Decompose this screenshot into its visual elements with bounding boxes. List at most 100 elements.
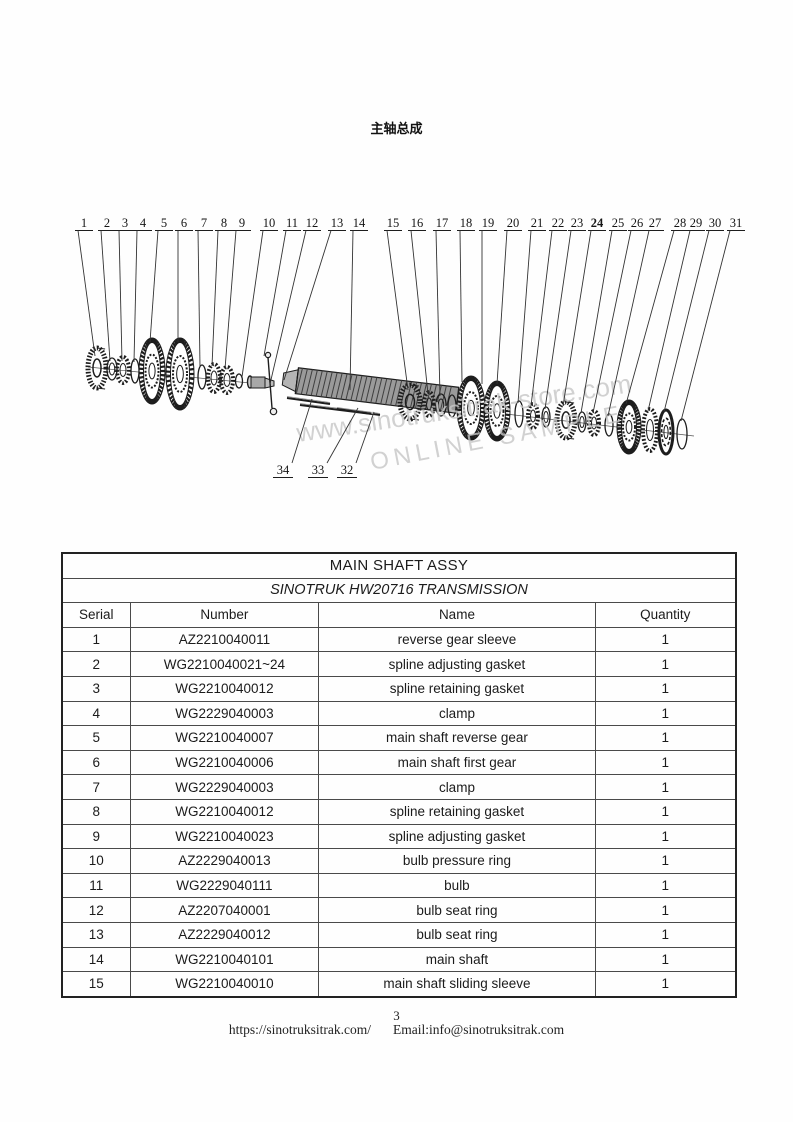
parts-table-body: MAIN SHAFT ASSY SINOTRUK HW20716 TRANSMIS… <box>61 552 737 998</box>
quantity-cell: 1 <box>594 675 737 702</box>
quantity-cell: 1 <box>594 848 737 874</box>
serial-cell: 9 <box>61 823 131 850</box>
number-cell: WG2229040111 <box>129 872 320 899</box>
callout-1: 1 <box>75 216 96 357</box>
quantity-cell: 1 <box>594 971 737 998</box>
callout-17: 17 <box>433 216 451 397</box>
callout-30: 30 <box>663 216 724 413</box>
svg-text:7: 7 <box>201 216 207 230</box>
table-row: 1 AZ2210040011 reverse gear sleeve 1 <box>61 626 737 653</box>
footer: https://sinotruksitrak.com/Email:info@si… <box>0 1022 793 1038</box>
svg-text:2: 2 <box>104 216 110 230</box>
quantity-cell: 1 <box>594 823 737 850</box>
callout-23: 23 <box>544 216 586 410</box>
callout-19: 19 <box>479 216 497 384</box>
name-cell: bulb seat ring <box>318 921 596 948</box>
callout-16: 16 <box>408 216 429 395</box>
part-ring <box>514 400 524 428</box>
part-ring <box>604 413 614 437</box>
table-row: 14 WG2210040101 main shaft 1 <box>61 946 737 973</box>
page-title-chinese: 主轴总成 <box>370 122 423 137</box>
part-washer <box>577 411 587 433</box>
callout-4: 4 <box>133 216 152 363</box>
quantity-cell: 1 <box>594 749 737 776</box>
svg-text:18: 18 <box>460 216 473 230</box>
svg-text:17: 17 <box>436 216 449 230</box>
parts-table: MAIN SHAFT ASSY SINOTRUK HW20716 TRANSMIS… <box>61 552 737 998</box>
table-subtitle: SINOTRUK HW20716 TRANSMISSION <box>61 577 737 604</box>
part-gear <box>483 380 511 442</box>
part-ring <box>234 373 244 389</box>
part-rod <box>286 396 331 405</box>
part-ring <box>676 418 688 450</box>
footer-website-text: https://sinotruksitrak.com/ <box>228 1022 372 1037</box>
svg-text:19: 19 <box>482 216 495 230</box>
callout-22: 22 <box>530 216 567 407</box>
svg-text:24: 24 <box>591 216 604 230</box>
table-header-row: Serial Number Name Quantity <box>61 602 737 628</box>
table-row: 11 WG2229040111 bulb 1 <box>61 872 737 899</box>
page-number: 3 <box>393 1008 400 1023</box>
svg-text:23: 23 <box>571 216 584 230</box>
serial-cell: 3 <box>61 675 131 702</box>
number-cell: WG2210040006 <box>129 749 320 776</box>
callout-5: 5 <box>149 216 173 343</box>
svg-text:29: 29 <box>690 216 703 230</box>
column-header: Number <box>129 602 320 628</box>
number-cell: WG2210040012 <box>129 798 320 825</box>
svg-text:16: 16 <box>411 216 424 230</box>
callout-14: 14 <box>349 216 368 391</box>
part-splined <box>206 362 222 394</box>
quantity-cell: 1 <box>594 725 737 751</box>
callout-24: 24 <box>562 216 606 407</box>
callout-2: 2 <box>98 216 116 362</box>
callout-10: 10 <box>241 216 278 378</box>
callout-25: 25 <box>580 216 627 414</box>
svg-text:4: 4 <box>140 216 147 230</box>
number-cell: AZ2210040011 <box>129 626 320 653</box>
callout-20: 20 <box>496 216 522 385</box>
number-cell: WG2229040003 <box>129 774 320 800</box>
number-cell: WG2210040023 <box>129 823 320 850</box>
serial-cell: 13 <box>61 921 131 948</box>
serial-cell: 7 <box>61 774 131 800</box>
table-title: MAIN SHAFT ASSY <box>61 552 737 579</box>
serial-cell: 5 <box>61 725 131 751</box>
part-splined <box>641 407 659 453</box>
callout-26: 26 <box>592 216 646 414</box>
quantity-cell: 1 <box>594 700 737 727</box>
svg-text:21: 21 <box>531 216 544 230</box>
table-row: 13 AZ2229040012 bulb seat ring 1 <box>61 921 737 948</box>
callout-9: 9 <box>224 216 251 370</box>
callout-29: 29 <box>647 216 705 412</box>
number-cell: WG2210040010 <box>129 971 320 998</box>
svg-text:5: 5 <box>161 216 167 230</box>
svg-text:15: 15 <box>387 216 400 230</box>
svg-text:9: 9 <box>239 216 245 230</box>
name-cell: spline adjusting gasket <box>318 823 596 850</box>
part-sleeve <box>554 399 578 441</box>
svg-text:8: 8 <box>221 216 227 230</box>
part-ring <box>197 364 207 390</box>
part-washer <box>106 357 118 381</box>
callout-21: 21 <box>517 216 546 404</box>
number-cell: WG2210040021~24 <box>129 651 320 677</box>
svg-text:10: 10 <box>263 216 276 230</box>
table-row: 9 WG2210040023 spline adjusting gasket 1 <box>61 823 737 850</box>
svg-text:22: 22 <box>552 216 565 230</box>
name-cell: clamp <box>318 700 596 727</box>
callout-31: 31 <box>680 216 745 422</box>
svg-text:12: 12 <box>306 216 319 230</box>
part-splined <box>219 365 235 395</box>
svg-text:6: 6 <box>181 216 187 230</box>
svg-text:28: 28 <box>674 216 687 230</box>
callout-11: 11 <box>263 216 301 357</box>
quantity-cell: 1 <box>594 651 737 677</box>
serial-cell: 12 <box>61 897 131 923</box>
part-gear <box>616 399 642 455</box>
callout-33: 33 <box>308 407 359 479</box>
serial-cell: 1 <box>61 626 131 653</box>
part-gear <box>138 337 166 405</box>
part-washer <box>435 393 447 417</box>
callout-8: 8 <box>211 216 233 367</box>
